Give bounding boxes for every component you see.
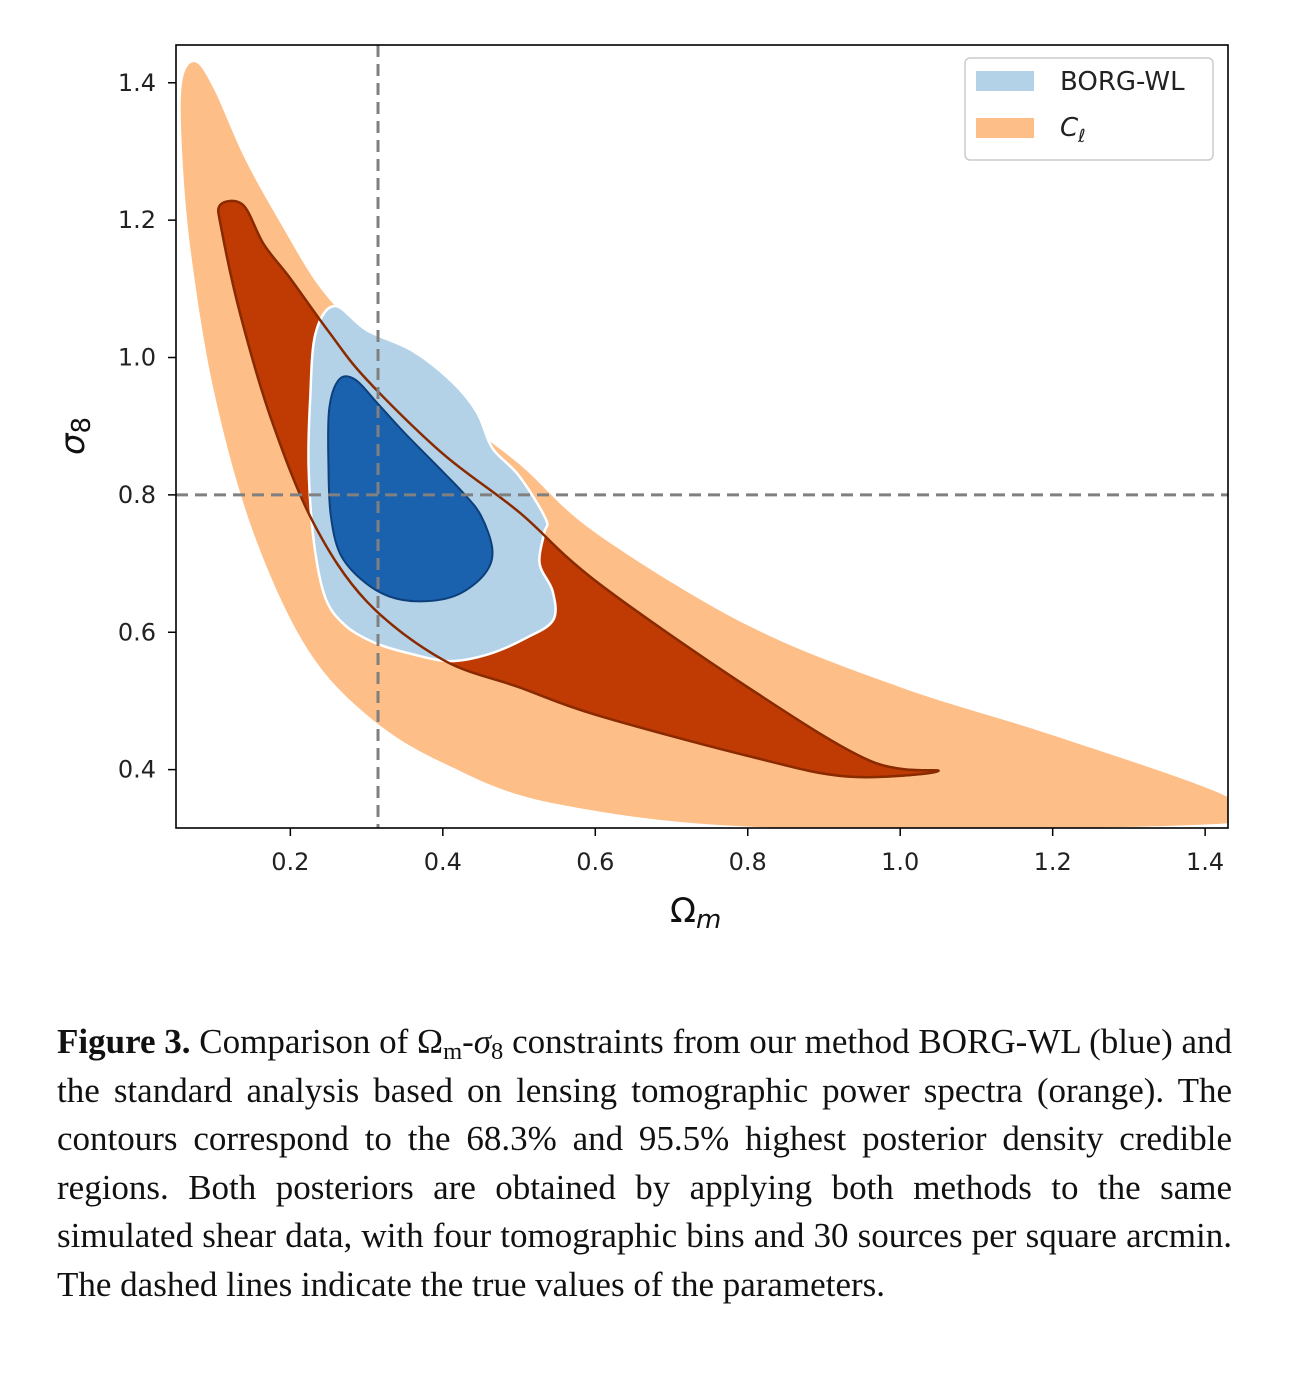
- truth-lines: [176, 45, 1228, 828]
- legend-label-borg-wl: BORG-WL: [1060, 67, 1185, 97]
- x-axis: 0.2 0.4 0.6 0.8 1.0 1.2 1.4: [271, 828, 1224, 876]
- plot-frame: [175, 44, 1229, 829]
- figure-caption: Figure 3. Comparison of Ωm-σ8 constraint…: [57, 1018, 1232, 1309]
- x-tick-label: 0.4: [424, 848, 462, 876]
- figure: 0.2 0.4 0.6 0.8 1.0 1.2 1.4 0.4 0.6 0.8 1.0 1.2 1.4…: [53, 44, 1229, 935]
- y-tick-label: 0.8: [118, 481, 156, 509]
- caption-text-start: Comparison of Ω: [199, 1022, 444, 1061]
- y-tick-label: 1.2: [118, 206, 156, 234]
- x-tick-label: 0.2: [271, 848, 309, 876]
- x-tick-label: 0.8: [729, 848, 767, 876]
- x-axis-label: Ωm: [670, 891, 721, 935]
- contour-layer: [180, 62, 1228, 828]
- caption-text: constraints from our method BORG-WL (blu…: [57, 1022, 1233, 1304]
- x-tick-label: 1.4: [1186, 848, 1224, 876]
- x-tick-label: 0.6: [576, 848, 614, 876]
- borg-wl-68-region: [327, 375, 494, 603]
- legend-label-cl: Cℓ: [1060, 113, 1086, 147]
- y-tick-label: 1.4: [118, 69, 156, 97]
- legend-swatch-cl: [976, 118, 1034, 138]
- y-tick-label: 0.4: [118, 756, 156, 784]
- caption-subscript-8: 8: [491, 1038, 504, 1065]
- caption-sigma: σ: [473, 1022, 492, 1061]
- y-tick-label: 1.0: [118, 344, 156, 372]
- x-tick-label: 1.0: [881, 848, 919, 876]
- caption-dash: -: [462, 1022, 474, 1061]
- cl-68-outline: [216, 199, 940, 779]
- legend: BORG-WL Cℓ: [964, 57, 1214, 161]
- y-tick-label: 0.6: [118, 618, 156, 646]
- y-axis-label: σ8: [53, 417, 97, 455]
- x-tick-label: 1.2: [1034, 848, 1072, 876]
- contour-chart: 0.2 0.4 0.6 0.8 1.0 1.2 1.4 0.4 0.6 0.8 1.0 1.2 1.4…: [53, 44, 1229, 935]
- caption-label: Figure 3.: [57, 1022, 191, 1061]
- caption-subscript-m: m: [443, 1038, 463, 1065]
- y-axis: 0.4 0.6 0.8 1.0 1.2 1.4: [118, 69, 176, 784]
- legend-swatch-borg-wl: [976, 71, 1034, 91]
